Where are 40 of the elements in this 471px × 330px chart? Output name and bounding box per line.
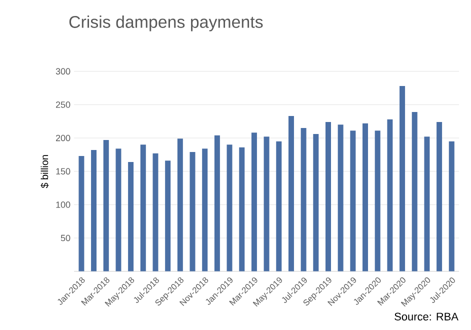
bar xyxy=(412,112,418,272)
y-tick-label: 200 xyxy=(56,134,70,142)
bar xyxy=(288,116,294,272)
y-tick-label: 300 xyxy=(56,68,70,75)
bar xyxy=(424,136,430,272)
bar xyxy=(103,140,109,272)
bar xyxy=(300,128,306,272)
bar xyxy=(251,132,257,272)
bar xyxy=(165,160,171,272)
y-tick-label: 150 xyxy=(56,168,70,175)
bar xyxy=(362,123,368,272)
y-axis-title: $ billion xyxy=(40,155,49,188)
bar xyxy=(214,135,220,272)
bar xyxy=(350,130,356,272)
bar xyxy=(400,86,406,272)
bar xyxy=(448,141,454,272)
bar xyxy=(325,122,331,272)
bar xyxy=(177,138,183,272)
y-tick-label: 50 xyxy=(60,234,70,242)
bar xyxy=(116,148,122,272)
bar xyxy=(264,136,270,272)
bar xyxy=(128,162,134,272)
bar xyxy=(226,144,232,272)
bar xyxy=(152,153,158,272)
bar xyxy=(190,152,196,272)
bar xyxy=(140,144,146,272)
bar xyxy=(239,147,245,272)
bar xyxy=(313,134,319,272)
source-note: Source: RBA xyxy=(394,312,458,320)
chart-title: Crisis dampens payments xyxy=(69,16,263,32)
bar xyxy=(374,130,380,272)
bar xyxy=(276,141,282,272)
y-tick-label: 100 xyxy=(56,201,70,208)
y-tick-label: 250 xyxy=(56,101,70,108)
bar xyxy=(436,122,442,272)
bar xyxy=(338,124,344,272)
bar xyxy=(202,148,208,272)
bar xyxy=(387,119,393,272)
bar xyxy=(78,156,84,272)
bar xyxy=(91,150,97,272)
